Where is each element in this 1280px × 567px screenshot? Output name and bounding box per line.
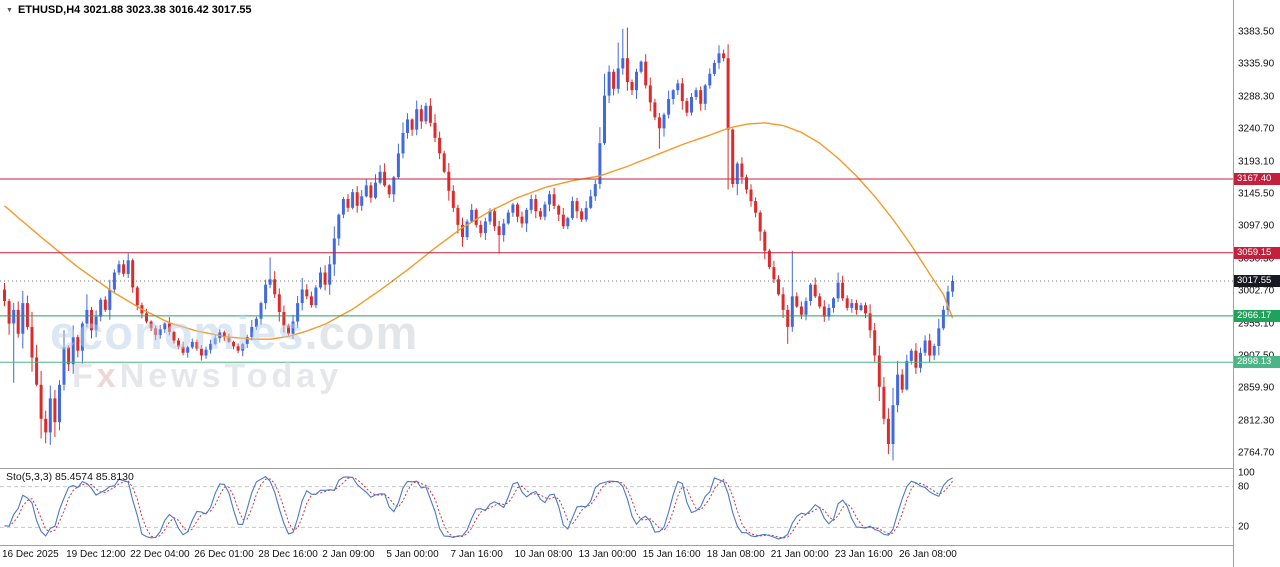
price-tick-label: 3240.70	[1238, 123, 1275, 135]
stochastic-panel[interactable]: Sto(5,3,3) 85.4574 85.8130	[0, 469, 1233, 545]
time-tick-label: 2 Jan 09:00	[322, 549, 375, 560]
support-price-badge: 2966.17	[1234, 309, 1280, 322]
indicator-level-label: 20	[1238, 521, 1250, 533]
indicator-level-label: 100	[1238, 467, 1255, 479]
candles-layer	[3, 27, 955, 461]
time-axis[interactable]: 16 Dec 2025 19 Dec 12:00 22 Dec 04:00 26 De…	[0, 546, 1233, 567]
price-axis[interactable]: 3383.50 3335.90 3288.30 3240.70 3193.10 3145.…	[1233, 0, 1280, 567]
indicator-level-label: 80	[1238, 481, 1250, 493]
time-tick-label: 26 Dec 01:00	[194, 549, 254, 560]
price-tick-label: 3335.90	[1238, 58, 1275, 70]
time-axis-separator	[0, 545, 1280, 546]
panel-separator[interactable]	[0, 468, 1280, 469]
resistance-price-badge: 3167.40	[1234, 173, 1280, 185]
symbol-ohlc-text: ETHUSD,H4 3021.88 3023.38 3016.42 3017.5…	[17, 4, 252, 16]
time-tick-label: 7 Jan 16:00	[450, 549, 503, 560]
time-tick-label: 15 Jan 16:00	[642, 549, 701, 560]
time-tick-label: 16 Dec 2025	[2, 549, 59, 560]
price-chart-canvas[interactable]	[0, 0, 1233, 468]
stochastic-main-line	[4, 475, 953, 540]
stochastic-canvas[interactable]	[0, 469, 1233, 545]
moving-average-line	[4, 122, 954, 340]
stochastic-signal-line	[4, 476, 953, 539]
time-tick-label: 26 Jan 08:00	[899, 549, 957, 560]
price-tick-label: 2812.30	[1238, 415, 1275, 427]
time-tick-label: 19 Dec 12:00	[66, 549, 126, 560]
symbol-ohlc-label: ▼ ETHUSD,H4 3021.88 3023.38 3016.42 3017…	[6, 4, 252, 16]
time-tick-label: 18 Jan 08:00	[706, 549, 765, 560]
price-tick-label: 3383.50	[1238, 26, 1275, 38]
support-price-badge: 2898.13	[1234, 356, 1280, 369]
main-chart-area[interactable]: economies.com FxNewsToday ▼ ETHUSD,H4 30…	[0, 0, 1233, 468]
price-tick-label: 3050.30	[1238, 253, 1275, 265]
time-tick-label: 23 Jan 16:00	[834, 549, 893, 560]
price-tick-label: 2955.10	[1238, 318, 1275, 329]
price-tick-label: 2907.50	[1238, 350, 1274, 361]
price-tick-label: 3002.70	[1238, 285, 1275, 297]
price-tick-label: 3145.50	[1238, 188, 1275, 200]
price-tick-label: 3288.30	[1238, 91, 1275, 103]
collapse-triangle-icon[interactable]: ▼	[6, 6, 13, 14]
time-tick-label: 10 Jan 08:00	[514, 549, 573, 560]
time-tick-label: 13 Jan 00:00	[578, 549, 637, 560]
price-tick-label: 2764.70	[1238, 447, 1275, 459]
time-tick-label: 22 Dec 04:00	[130, 549, 190, 560]
price-tick-label: 3193.10	[1238, 156, 1275, 167]
resistance-price-badge: 3059.15	[1234, 246, 1280, 259]
current-price-price-badge: 3017.55	[1234, 275, 1280, 287]
time-tick-label: 28 Dec 16:00	[258, 549, 318, 560]
time-tick-label: 5 Jan 00:00	[386, 549, 439, 560]
price-tick-label: 2859.90	[1238, 382, 1275, 394]
price-tick-label: 3097.90	[1238, 220, 1275, 232]
indicator-label: Sto(5,3,3) 85.4574 85.8130	[6, 471, 134, 483]
time-tick-label: 21 Jan 00:00	[770, 549, 829, 560]
